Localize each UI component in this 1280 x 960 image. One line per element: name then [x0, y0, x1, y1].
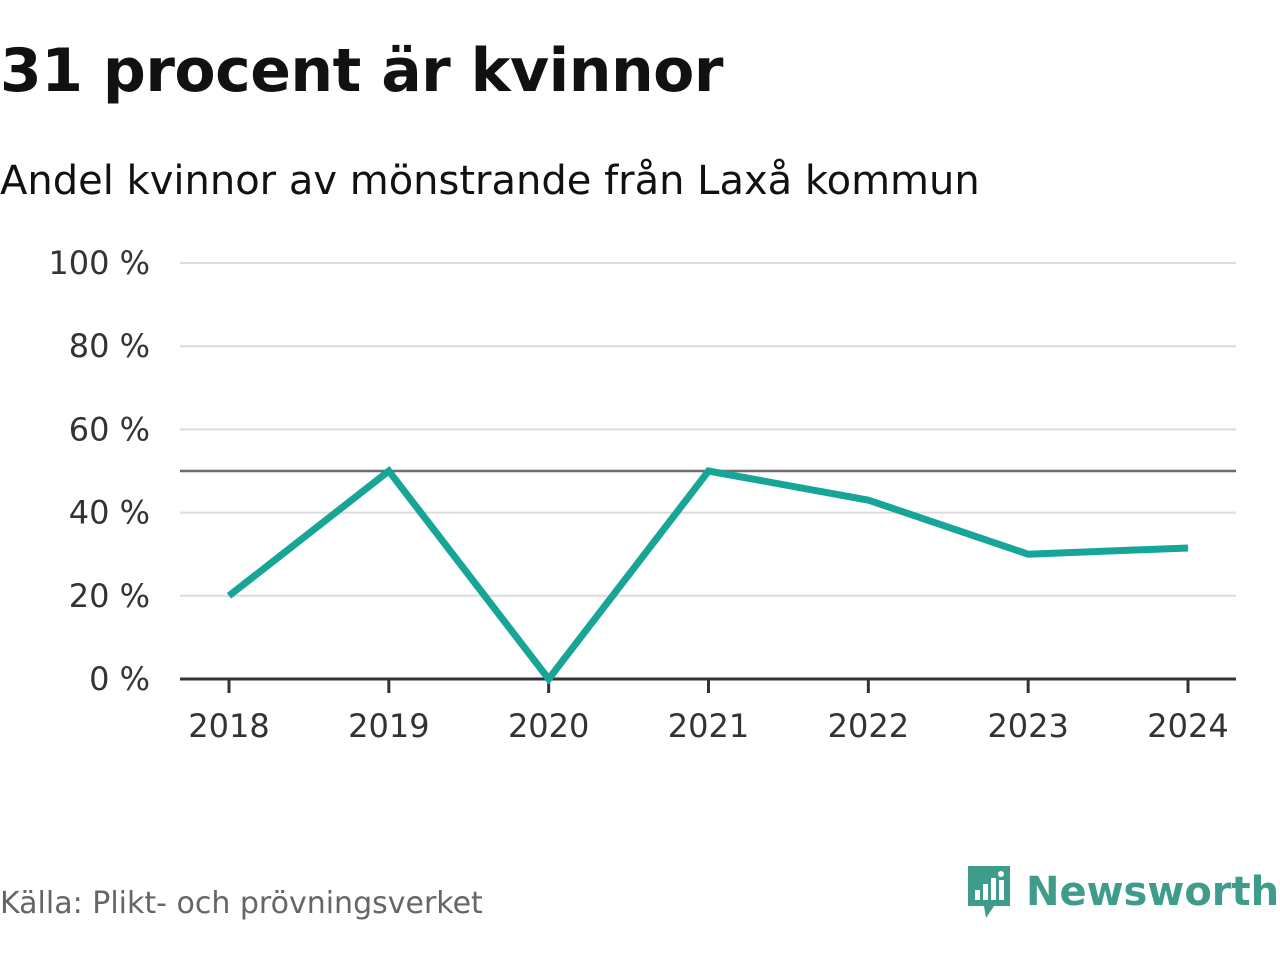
x-tick-label: 2022: [828, 707, 909, 745]
y-tick-label: 0 %: [89, 660, 150, 698]
grid-lines: [180, 262, 1236, 597]
source-note: Källa: Plikt- och prövningsverket: [0, 886, 483, 921]
line-chart: 0 % 20 % 40 % 60 % 80 % 100 % 2018 2019 2020 202…: [48, 244, 1236, 745]
data-point: [388, 470, 390, 472]
x-tick-label: 2020: [508, 707, 589, 745]
series-line: [226, 466, 1189, 685]
x-tick-label: 2019: [348, 707, 429, 745]
y-tick-label: 80 %: [69, 327, 150, 365]
data-point: [1187, 547, 1189, 549]
y-axis-tick-labels: 0 % 20 % 40 % 60 % 80 % 100 %: [48, 244, 150, 698]
x-tick-label: 2018: [188, 707, 269, 745]
x-tick-label: 2023: [987, 707, 1068, 745]
data-point: [867, 499, 869, 501]
series-group: [226, 466, 1189, 685]
y-tick-label: 40 %: [69, 494, 150, 532]
data-point: [1027, 553, 1029, 555]
x-tick-label: 2021: [668, 707, 749, 745]
y-tick-label: 100 %: [48, 244, 150, 282]
data-point: [708, 470, 709, 472]
x-axis: 2018 2019 2020 2021 2022 2023 2024: [180, 677, 1236, 745]
x-tick-label: 2024: [1147, 707, 1228, 745]
y-tick-label: 20 %: [69, 577, 150, 615]
brand-logo: Newsworthy: [964, 862, 1280, 922]
y-tick-label: 60 %: [69, 410, 150, 448]
data-point: [228, 595, 230, 597]
chart-title: 31 procent är kvinnor: [0, 36, 723, 106]
chart-subtitle: Andel kvinnor av mönstrande från Laxå ko…: [0, 158, 980, 204]
newsworthy-chart-bubble-icon: [968, 866, 1010, 918]
data-point: [548, 678, 550, 680]
brand-name: Newsworthy: [1026, 869, 1280, 915]
